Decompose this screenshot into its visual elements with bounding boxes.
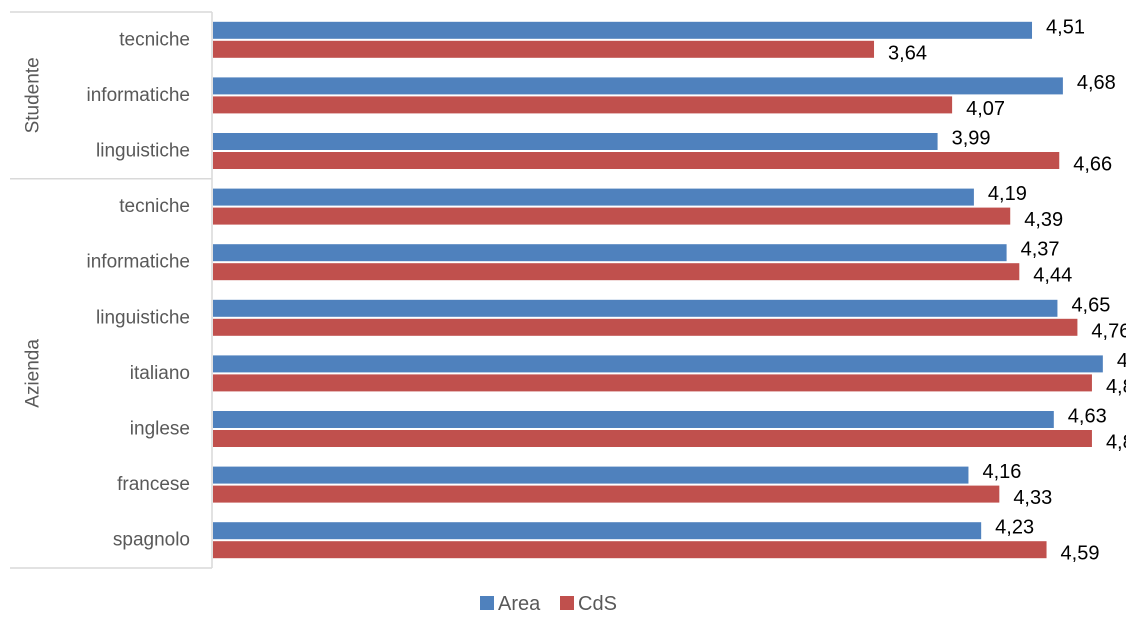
bar-area (213, 355, 1103, 373)
category-label: italiano (130, 363, 190, 384)
data-label-area: 4,68 (1077, 72, 1116, 94)
bar-area (213, 466, 969, 484)
data-label-cds: 3,64 (888, 42, 927, 64)
data-label-area: 4,37 (1021, 239, 1060, 261)
data-label-area: 4,51 (1046, 16, 1085, 38)
data-label-area: 4,23 (995, 517, 1034, 539)
group-label-azienda: Azienda (23, 339, 44, 408)
chart-legend: Area CdS (480, 593, 617, 615)
data-label-cds: 4,44 (1033, 265, 1072, 287)
data-label-cds: 4,59 (1061, 543, 1100, 565)
bar-cds (213, 541, 1047, 559)
bar-area (213, 133, 938, 150)
bar-area (213, 411, 1054, 428)
category-label: spagnolo (113, 530, 190, 551)
category-label: informatiche (87, 85, 191, 106)
labels-layer: tecniche 4,51 3,64 informatiche 4,68 4,07 ling… (87, 16, 1126, 564)
data-label-cds: 4,39 (1024, 209, 1063, 231)
data-label-cds: 4,76 (1091, 320, 1126, 342)
category-label: informatiche (87, 252, 191, 273)
bar-cds (213, 263, 1020, 281)
legend-label-cds: CdS (578, 593, 617, 615)
data-label-area: 4,16 (982, 461, 1021, 483)
data-label-area: 4,19 (988, 183, 1027, 205)
bar-cds (213, 152, 1060, 169)
data-label-area: 4,90 (1117, 350, 1126, 372)
bar-cds (213, 318, 1078, 336)
bars-layer (213, 21, 1103, 559)
bar-cds (213, 485, 1000, 503)
data-label-cds: 4,33 (1013, 487, 1052, 509)
data-label-cds: 4,07 (966, 98, 1005, 120)
category-label: tecniche (119, 196, 190, 217)
bar-cds (213, 430, 1092, 447)
data-label-cds: 4,84 (1106, 432, 1126, 454)
bar-area (213, 188, 974, 206)
bar-cds (213, 96, 953, 114)
category-label: tecniche (119, 29, 190, 50)
bar-cds (213, 40, 875, 58)
bar-area (213, 77, 1063, 95)
category-label: francese (117, 474, 190, 495)
bar-area (213, 522, 982, 540)
group-label-studente: Studente (23, 57, 44, 133)
data-label-area: 3,99 (952, 128, 991, 150)
axis-layer: Studente Azienda (10, 11, 213, 569)
category-label: inglese (130, 419, 190, 440)
bar-cds (213, 374, 1092, 392)
data-label-cds: 4,66 (1073, 154, 1112, 176)
category-label: linguistiche (96, 307, 190, 328)
bar-area (213, 299, 1058, 317)
category-label: linguistiche (96, 141, 190, 162)
data-label-area: 4,65 (1071, 294, 1110, 316)
bar-area (213, 244, 1007, 262)
bar-cds (213, 207, 1011, 225)
legend-swatch-area (480, 596, 494, 610)
data-label-area: 4,63 (1068, 406, 1107, 428)
data-label-cds: 4,84 (1106, 376, 1126, 398)
legend-swatch-cds (560, 596, 574, 610)
legend-label-area: Area (498, 593, 541, 615)
bar-area (213, 21, 1033, 39)
